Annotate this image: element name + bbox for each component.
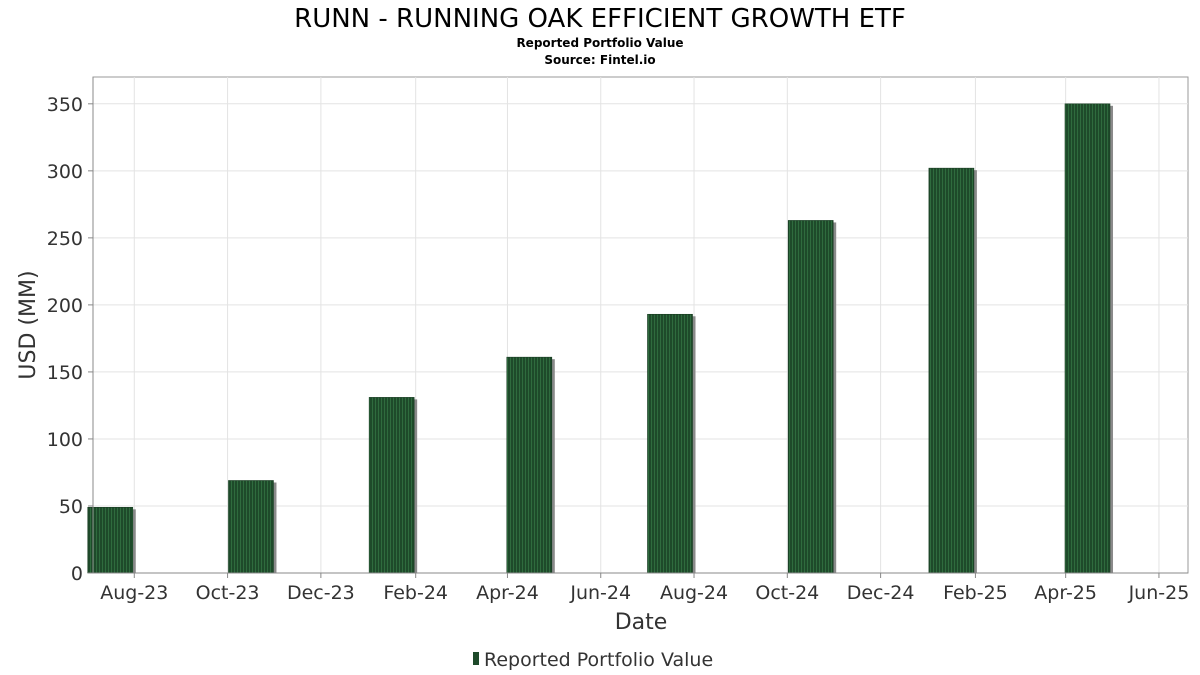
chart-title: RUNN - RUNNING OAK EFFICIENT GROWTH ETF (294, 4, 906, 34)
x-tick-label: Oct-23 (196, 582, 260, 604)
x-tick-label: Aug-24 (660, 582, 728, 604)
y-tick-label: 250 (47, 228, 83, 250)
bar (787, 220, 834, 574)
bars (87, 103, 1114, 574)
bar (368, 397, 415, 574)
bar (928, 167, 975, 574)
chart-subtitle: Reported Portfolio Value (516, 36, 683, 50)
legend: Reported Portfolio Value (473, 649, 713, 671)
x-tick-label: Jun-24 (569, 582, 631, 604)
y-axis-ticks: 0 50 100 150 200 250 300 350 (47, 94, 93, 585)
x-tick-label: Dec-23 (287, 582, 355, 604)
y-tick-label: 50 (59, 496, 83, 518)
bar (647, 313, 693, 574)
x-tick-label: Oct-24 (755, 582, 819, 604)
x-axis-label: Date (615, 610, 668, 635)
y-tick-label: 200 (47, 295, 83, 317)
y-tick-label: 100 (47, 429, 83, 451)
legend-label: Reported Portfolio Value (484, 649, 713, 671)
bar (1064, 103, 1111, 574)
legend-swatch (473, 652, 479, 665)
chart-source: Source: Fintel.io (544, 53, 655, 67)
x-tick-label: Dec-24 (847, 582, 915, 604)
x-tick-label: Apr-24 (476, 582, 539, 604)
y-tick-label: 150 (47, 362, 83, 384)
bar (87, 507, 134, 574)
bar (506, 356, 553, 574)
x-tick-label: Aug-23 (100, 582, 168, 604)
x-tick-label: Feb-25 (943, 582, 1008, 604)
y-tick-label: 300 (47, 161, 83, 183)
grid (93, 77, 1188, 573)
y-axis-label: USD (MM) (16, 270, 41, 379)
y-tick-label: 350 (47, 94, 83, 116)
x-tick-label: Apr-25 (1034, 582, 1097, 604)
x-tick-label: Jun-25 (1128, 582, 1190, 604)
x-axis-ticks: Aug-23 Oct-23 Dec-23 Feb-24 Apr-24 Jun-24 Aug-… (100, 573, 1189, 604)
x-tick-label: Feb-24 (383, 582, 448, 604)
bar (228, 480, 274, 574)
y-tick-label: 0 (71, 563, 83, 585)
